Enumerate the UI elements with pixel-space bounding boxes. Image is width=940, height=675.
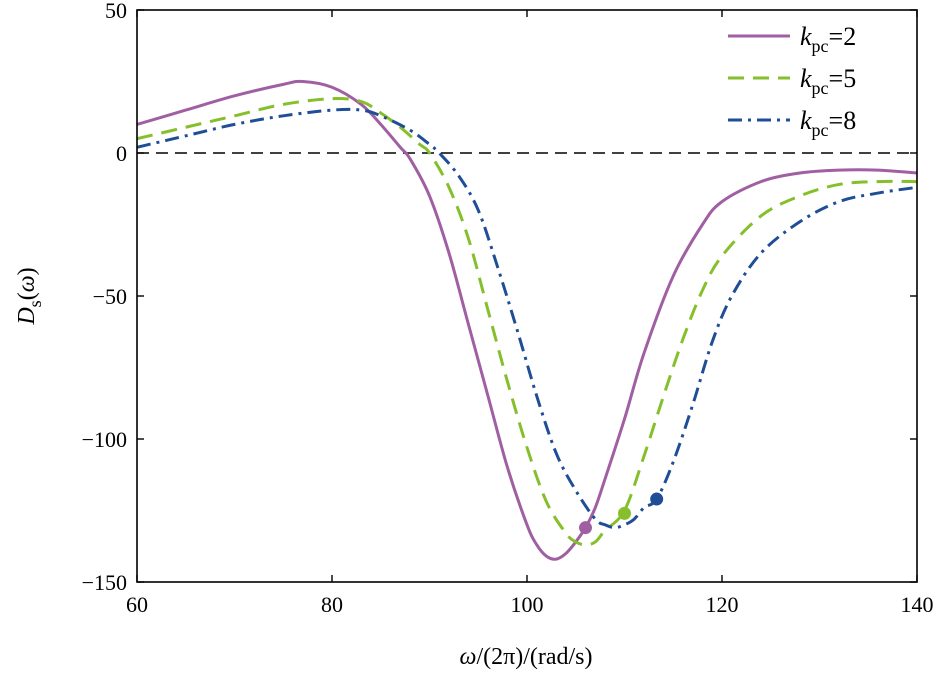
y-axis-label: Ds(ω) — [14, 267, 45, 325]
marker-point-kpc-5 — [618, 506, 631, 520]
plot-frame — [136, 9, 918, 583]
y-tick-label: 50 — [105, 0, 127, 23]
legend-label-kpc-2: kpc=2 — [800, 22, 856, 56]
y-tick-label: 0 — [116, 141, 127, 166]
legend-label-kpc-8: kpc=8 — [800, 106, 856, 140]
x-tick-label: 80 — [321, 592, 343, 617]
y-tick-label: −100 — [82, 427, 127, 452]
x-tick-label: 120 — [706, 592, 739, 617]
x-tick-label: 60 — [126, 592, 148, 617]
marker-point-kpc-8 — [650, 492, 664, 506]
x-tick-label: 100 — [511, 592, 544, 617]
marker-point-kpc-2 — [579, 521, 592, 535]
plot-area — [137, 79, 917, 561]
series-line-kpc-8 — [137, 107, 917, 530]
axes: 60 80 100 120 140 50 0 −50 −100 −150 — [82, 0, 934, 617]
x-tick-label: 140 — [901, 592, 934, 617]
series-line-kpc-2 — [137, 79, 917, 561]
series-line-kpc-5 — [137, 97, 917, 547]
legend: kpc=2 kpc=5 kpc=8 — [728, 22, 856, 140]
x-axis-label: ω/(2π)/(rad/s) — [459, 644, 592, 670]
y-tick-label: −150 — [82, 570, 127, 595]
y-tick-label: −50 — [93, 284, 127, 309]
legend-label-kpc-5: kpc=5 — [800, 64, 856, 98]
